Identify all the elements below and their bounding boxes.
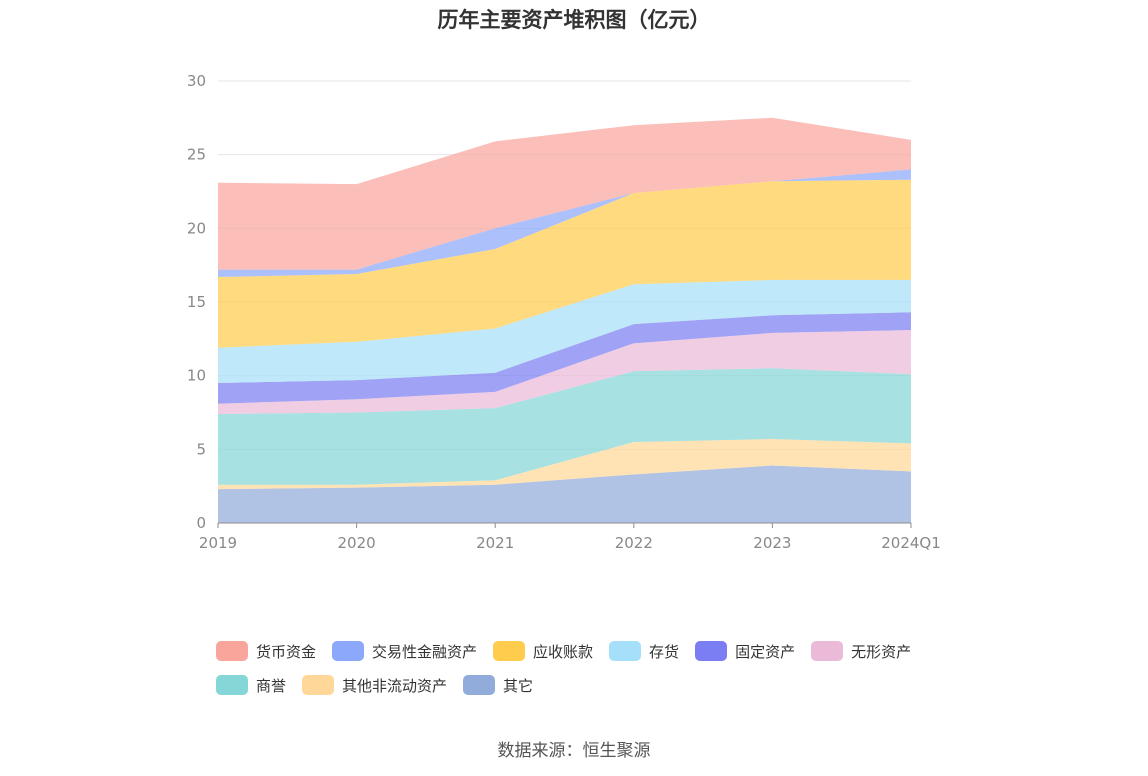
legend-item[interactable]: 无形资产: [811, 640, 911, 662]
legend-item[interactable]: 存货: [609, 640, 679, 662]
area-series-5: [218, 279, 911, 383]
legend-label: 存货: [649, 642, 680, 661]
legend-swatch: [302, 675, 335, 695]
legend-swatch: [463, 675, 496, 695]
legend-label: 商誉: [256, 676, 287, 695]
area-series-8: [218, 117, 911, 270]
stacked-area-chart: 0 5 10 15 20 25 30 2019 2020 2021 2022 2023 2024Q1: [187, 72, 941, 552]
legend-swatch: [811, 641, 844, 661]
area-series-0: [218, 465, 911, 523]
legend-item[interactable]: 其他非流动资产: [302, 674, 447, 696]
legend-swatch: [216, 675, 248, 695]
legend-item[interactable]: 交易性金融资产: [332, 640, 477, 662]
legend-swatch: [216, 641, 248, 661]
y-tick-label: 30: [187, 72, 206, 90]
area-series-1: [218, 439, 911, 490]
x-tick-label: 2024Q1: [881, 534, 941, 552]
legend-label: 其他非流动资产: [342, 676, 448, 695]
x-tick-label: 2023: [753, 534, 791, 552]
legend-swatch: [609, 641, 642, 661]
legend: 货币资金 交易性金融资产 应收账款 存货 固定资产 无形资产商誉 其他非流动资产 其它: [216, 640, 976, 696]
area-series-2: [218, 368, 911, 485]
y-tick-label: 15: [187, 293, 206, 311]
x-tick-label: 2019: [199, 534, 237, 552]
chart-title: 历年主要资产堆积图（亿元）: [437, 8, 711, 32]
x-tick-label: 2021: [476, 534, 514, 552]
legend-item[interactable]: 其它: [463, 674, 533, 696]
legend-swatch: [332, 641, 365, 661]
legend-label: 应收账款: [533, 642, 594, 661]
legend-item[interactable]: 应收账款: [493, 640, 593, 662]
legend-swatch: [695, 641, 728, 661]
area-series-7: [218, 169, 911, 277]
y-tick-label: 0: [196, 514, 206, 532]
legend-label: 无形资产: [851, 642, 912, 661]
legend-label: 交易性金融资产: [372, 642, 478, 661]
y-tick-label: 25: [187, 146, 206, 164]
y-tick-label: 20: [187, 219, 206, 237]
area-series-3: [218, 330, 911, 414]
legend-item[interactable]: 商誉: [216, 674, 286, 696]
legend-label: 固定资产: [735, 642, 796, 661]
legend-swatch: [493, 641, 526, 661]
y-tick-label: 10: [187, 367, 206, 385]
x-tick-label: 2022: [615, 534, 653, 552]
legend-label: 货币资金: [256, 642, 317, 661]
data-source-note: 数据来源：恒生聚源: [497, 741, 651, 761]
y-tick-label: 5: [196, 440, 206, 458]
legend-label: 其它: [503, 676, 534, 695]
x-tick-label: 2020: [338, 534, 376, 552]
area-series-6: [218, 179, 911, 348]
legend-item[interactable]: 货币资金: [216, 640, 316, 662]
area-series-4: [218, 312, 911, 404]
legend-item[interactable]: 固定资产: [695, 640, 795, 662]
